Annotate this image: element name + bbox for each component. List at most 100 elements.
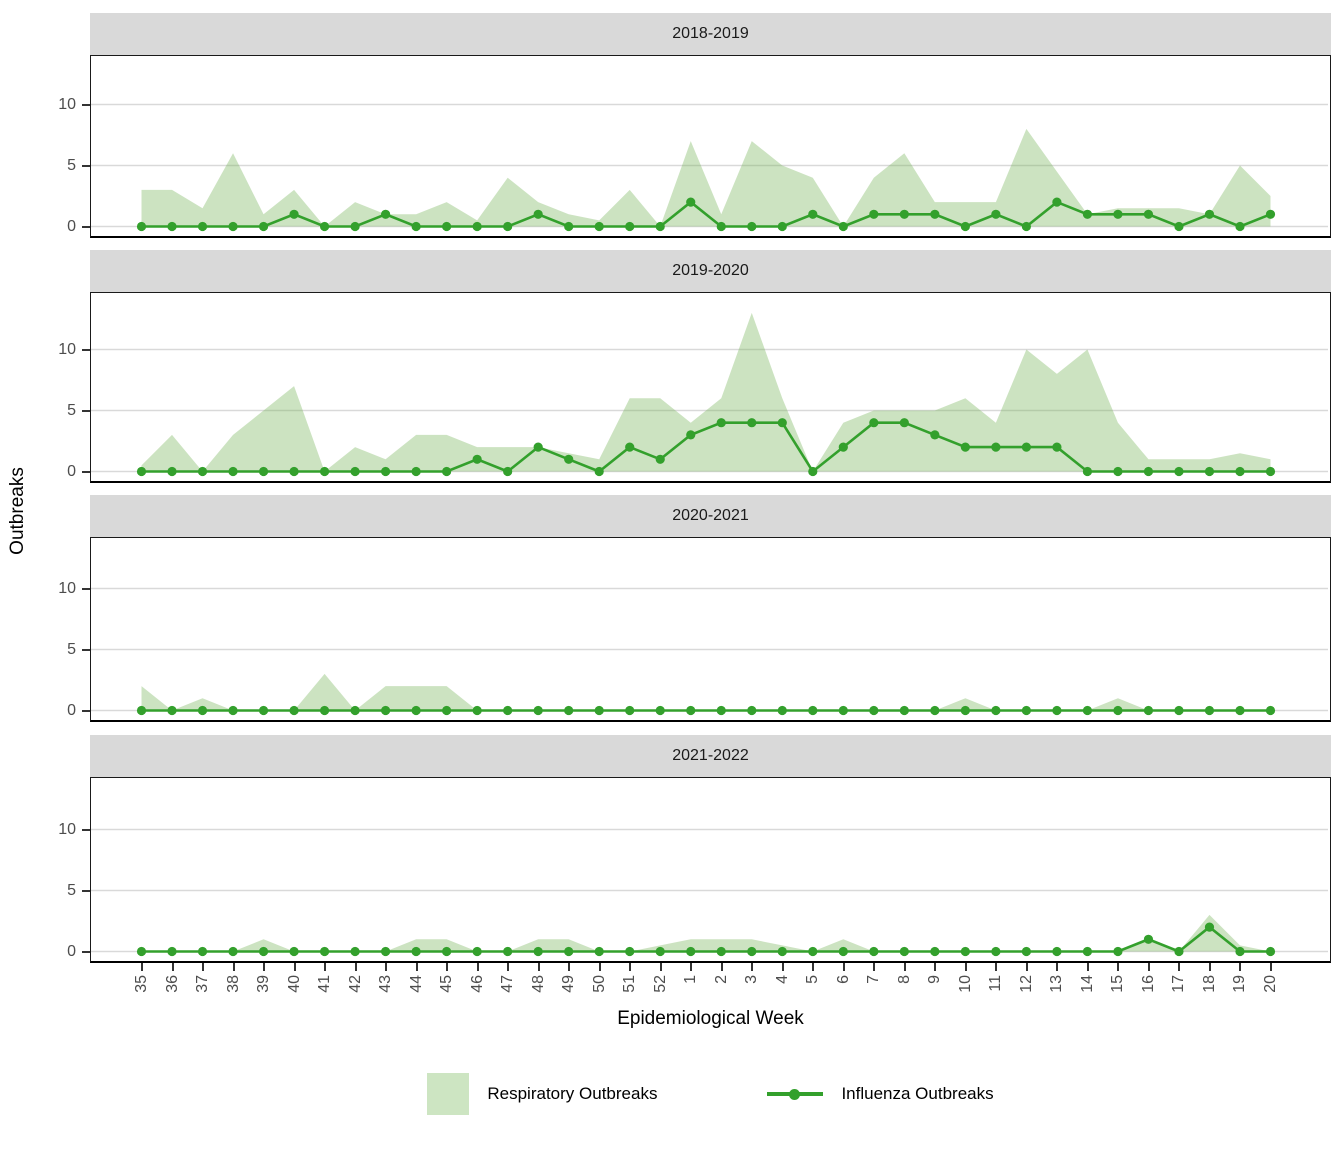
influenza-point-2018-2019-wk9 bbox=[930, 209, 940, 219]
x-tick-label-week-17: 17 bbox=[1170, 975, 1188, 993]
influenza-point-2021-2022-wk36 bbox=[167, 946, 177, 957]
influenza-point-2018-2019-wk35 bbox=[136, 221, 147, 232]
x-tick-label-week-10: 10 bbox=[956, 975, 974, 993]
influenza-point-2021-2022-wk17 bbox=[1174, 946, 1184, 957]
influenza-point-2021-2022-wk7 bbox=[869, 946, 879, 957]
x-tick-label-week-15: 15 bbox=[1109, 975, 1127, 993]
facet-panel-2019-2020 bbox=[90, 292, 1331, 483]
influenza-point-2020-2021-wk12 bbox=[1021, 705, 1031, 716]
influenza-point-2020-2021-wk16 bbox=[1143, 705, 1154, 716]
influenza-point-2021-2022-wk10 bbox=[960, 946, 970, 957]
influenza-point-2021-2022-wk9 bbox=[930, 946, 940, 957]
y-tick-mark bbox=[82, 349, 90, 351]
influenza-point-2018-2019-wk48 bbox=[533, 209, 543, 219]
x-tick-mark bbox=[476, 963, 479, 971]
area-swatch-icon bbox=[427, 1073, 470, 1115]
x-tick-label-week-9: 9 bbox=[926, 975, 944, 984]
influenza-point-2019-2020-wk18 bbox=[1204, 466, 1215, 477]
influenza-point-2018-2019-wk44 bbox=[411, 221, 421, 232]
y-tick-label: 0 bbox=[67, 218, 76, 235]
influenza-point-2021-2022-wk18 bbox=[1204, 922, 1215, 932]
influenza-point-2020-2021-wk35 bbox=[136, 705, 147, 716]
influenza-point-2018-2019-wk4 bbox=[777, 221, 787, 232]
x-tick-mark bbox=[934, 963, 937, 971]
x-tick-label-week-41: 41 bbox=[316, 975, 334, 993]
x-tick-label-week-8: 8 bbox=[895, 975, 913, 984]
influenza-point-2018-2019-wk18 bbox=[1204, 209, 1215, 219]
influenza-point-2019-2020-wk17 bbox=[1174, 466, 1184, 477]
influenza-point-2020-2021-wk41 bbox=[319, 705, 330, 716]
influenza-line-2019-2020 bbox=[141, 421, 1271, 474]
x-tick-label-week-43: 43 bbox=[377, 975, 395, 993]
influenza-point-2021-2022-wk16 bbox=[1143, 934, 1154, 944]
y-tick-label: 0 bbox=[67, 702, 76, 719]
influenza-point-2021-2022-wk2 bbox=[716, 946, 726, 957]
y-tick-label: 5 bbox=[67, 157, 76, 174]
respiratory-area-2019-2020 bbox=[141, 312, 1271, 472]
influenza-point-2018-2019-wk41 bbox=[319, 221, 330, 232]
influenza-point-2020-2021-wk37 bbox=[197, 705, 208, 716]
influenza-point-2019-2020-wk5 bbox=[808, 466, 818, 477]
x-tick-mark bbox=[995, 963, 998, 971]
influenza-point-2018-2019-wk51 bbox=[625, 221, 635, 232]
x-tick-mark bbox=[324, 963, 327, 971]
x-tick-mark bbox=[1086, 963, 1089, 971]
y-tick-mark bbox=[82, 165, 90, 167]
influenza-point-2019-2020-wk4 bbox=[777, 418, 787, 428]
y-tick-label: 5 bbox=[67, 402, 76, 419]
influenza-point-2020-2021-wk10 bbox=[960, 705, 970, 716]
x-tick-mark bbox=[171, 963, 174, 971]
influenza-point-2019-2020-wk11 bbox=[991, 442, 1001, 452]
influenza-point-2018-2019-wk36 bbox=[167, 221, 177, 232]
influenza-point-2020-2021-wk3 bbox=[747, 705, 757, 716]
x-tick-label-week-18: 18 bbox=[1200, 975, 1218, 993]
x-tick-label-week-44: 44 bbox=[407, 975, 425, 993]
influenza-point-2020-2021-wk6 bbox=[838, 705, 848, 716]
x-tick-label-week-4: 4 bbox=[773, 975, 791, 984]
x-tick-label-week-16: 16 bbox=[1139, 975, 1157, 993]
influenza-point-2018-2019-wk19 bbox=[1235, 221, 1245, 232]
influenza-point-2019-2020-wk40 bbox=[289, 466, 299, 477]
x-tick-label-week-14: 14 bbox=[1078, 975, 1096, 993]
x-tick-mark bbox=[232, 963, 235, 971]
influenza-point-2021-2022-wk47 bbox=[503, 946, 513, 957]
x-tick-label-week-51: 51 bbox=[621, 975, 639, 993]
x-tick-mark bbox=[690, 963, 693, 971]
x-axis-title: Epidemiological Week bbox=[617, 1008, 804, 1029]
facet-strip-label: 2021-2022 bbox=[672, 747, 749, 764]
influenza-point-2019-2020-wk41 bbox=[319, 466, 330, 477]
y-tick-mark bbox=[82, 588, 90, 590]
x-tick-mark bbox=[263, 963, 266, 971]
y-tick-label: 10 bbox=[58, 821, 76, 838]
y-tick-label: 0 bbox=[67, 943, 76, 960]
influenza-point-2020-2021-wk5 bbox=[808, 705, 818, 716]
influenza-point-2020-2021-wk40 bbox=[289, 705, 299, 716]
influenza-point-2020-2021-wk20 bbox=[1265, 705, 1276, 716]
influenza-point-2018-2019-wk42 bbox=[350, 221, 360, 232]
influenza-point-2018-2019-wk5 bbox=[808, 209, 818, 219]
influenza-point-2021-2022-wk14 bbox=[1082, 946, 1093, 957]
y-axis-title: Outbreaks bbox=[7, 467, 28, 555]
influenza-point-2020-2021-wk47 bbox=[503, 705, 513, 716]
influenza-point-2021-2022-wk46 bbox=[472, 946, 482, 957]
influenza-point-2020-2021-wk18 bbox=[1204, 705, 1215, 716]
influenza-point-2021-2022-wk48 bbox=[533, 946, 543, 957]
influenza-point-2021-2022-wk50 bbox=[594, 946, 604, 957]
influenza-point-2019-2020-wk52 bbox=[655, 454, 665, 464]
influenza-point-2021-2022-wk20 bbox=[1265, 946, 1276, 957]
facet-panel-2018-2019 bbox=[90, 55, 1331, 238]
influenza-point-2021-2022-wk51 bbox=[625, 946, 635, 957]
influenza-point-2019-2020-wk12 bbox=[1021, 442, 1031, 452]
y-tick-mark bbox=[82, 410, 90, 412]
influenza-line-2021-2022 bbox=[141, 925, 1271, 953]
influenza-point-2021-2022-wk38 bbox=[228, 946, 238, 957]
x-tick-label-week-48: 48 bbox=[529, 975, 547, 993]
influenza-point-2018-2019-wk13 bbox=[1052, 197, 1062, 207]
influenza-point-2018-2019-wk3 bbox=[747, 221, 757, 232]
x-tick-label-week-7: 7 bbox=[865, 975, 883, 984]
influenza-point-2021-2022-wk8 bbox=[899, 946, 909, 957]
x-tick-mark bbox=[1147, 963, 1150, 971]
x-tick-label-week-1: 1 bbox=[682, 975, 700, 984]
influenza-point-2021-2022-wk12 bbox=[1021, 946, 1031, 957]
influenza-point-2020-2021-wk13 bbox=[1052, 705, 1062, 716]
